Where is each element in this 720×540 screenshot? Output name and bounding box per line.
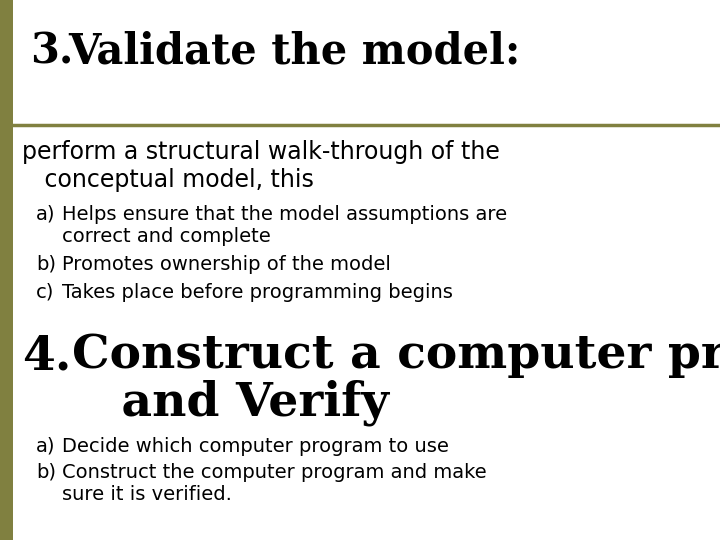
Text: Validate the model:: Validate the model: bbox=[68, 30, 521, 72]
Text: perform a structural walk-through of the: perform a structural walk-through of the bbox=[22, 140, 500, 164]
Text: Construct a computer program: Construct a computer program bbox=[72, 333, 720, 379]
Text: a): a) bbox=[36, 205, 55, 224]
Text: 4.: 4. bbox=[22, 333, 71, 379]
Text: conceptual model, this: conceptual model, this bbox=[22, 168, 314, 192]
Text: b): b) bbox=[36, 463, 56, 482]
Text: sure it is verified.: sure it is verified. bbox=[62, 485, 232, 504]
Text: Construct the computer program and make: Construct the computer program and make bbox=[62, 463, 487, 482]
Text: 3.: 3. bbox=[30, 30, 73, 72]
Text: a): a) bbox=[36, 437, 55, 456]
Text: c): c) bbox=[36, 283, 55, 302]
Text: b): b) bbox=[36, 255, 56, 274]
Text: correct and complete: correct and complete bbox=[62, 227, 271, 246]
Text: Helps ensure that the model assumptions are: Helps ensure that the model assumptions … bbox=[62, 205, 507, 224]
Text: Promotes ownership of the model: Promotes ownership of the model bbox=[62, 255, 391, 274]
Text: Decide which computer program to use: Decide which computer program to use bbox=[62, 437, 449, 456]
Text: Takes place before programming begins: Takes place before programming begins bbox=[62, 283, 453, 302]
Bar bbox=[0, 0, 13, 540]
Text: and Verify: and Verify bbox=[72, 379, 389, 426]
